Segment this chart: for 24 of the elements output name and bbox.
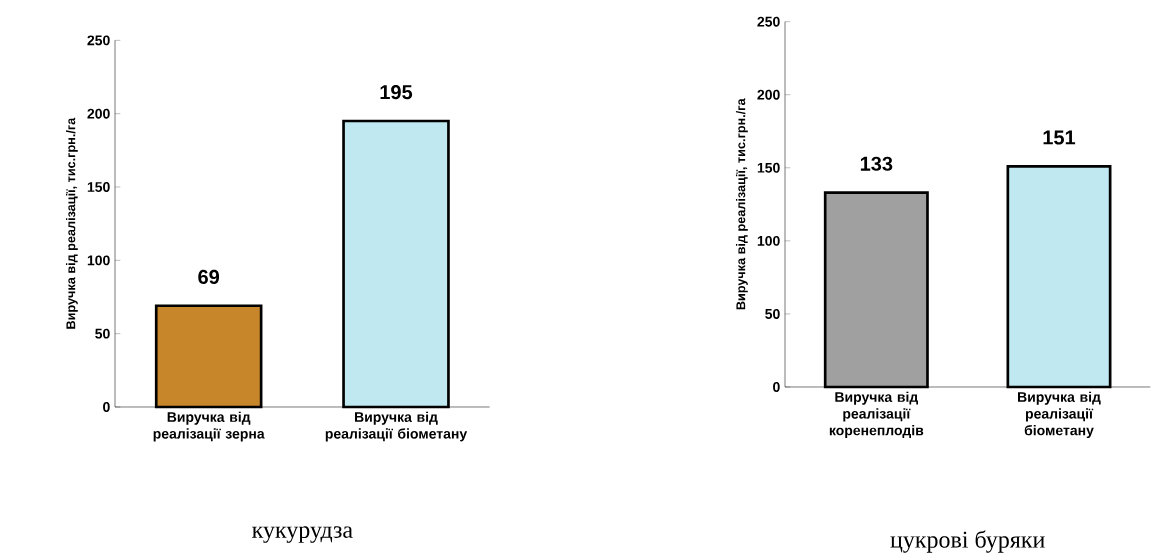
- text: кукурудза: [252, 526, 353, 543]
- y-tick-label: 0: [773, 382, 780, 392]
- y-tick-label: 100: [87, 255, 110, 266]
- x-tick-label: Виручка від реалізації біометану: [325, 411, 468, 442]
- data-label: 195: [380, 85, 413, 100]
- y-axis-title: Виручка від реалізації, тис.грн./га: [735, 98, 748, 310]
- y-tick-label: 250: [87, 35, 110, 46]
- y-tick-label: 0: [103, 402, 110, 412]
- data-label: 133: [860, 156, 893, 171]
- x-tick-label: Виручка від реалізації зерна: [153, 411, 265, 442]
- y-tick-label: 150: [87, 182, 110, 192]
- y-tick-label: 150: [757, 162, 780, 173]
- y-tick-label: 250: [757, 16, 780, 27]
- y-axis-title: Виручка від реалізації, тис.грн./га: [65, 117, 78, 329]
- y-tick-label: 50: [95, 328, 110, 339]
- text: цукрові буряки: [890, 530, 1045, 553]
- data-label: 151: [1043, 130, 1076, 145]
- y-tick-label: 100: [757, 235, 780, 246]
- data-label: 69: [198, 269, 220, 285]
- x-tick-label: Виручка від реалізації біометану: [1018, 391, 1101, 439]
- x-tick-label: Виручка від реалізації коренеплодів: [829, 391, 924, 439]
- y-tick-label: 50: [765, 308, 780, 319]
- y-tick-label: 200: [87, 108, 110, 119]
- y-tick-label: 200: [757, 89, 780, 100]
